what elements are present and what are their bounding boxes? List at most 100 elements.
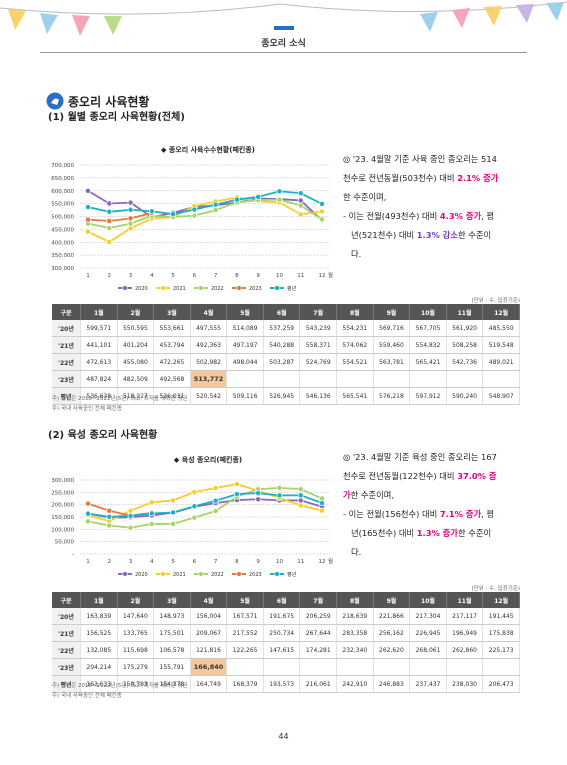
point [297, 211, 304, 218]
point [297, 486, 304, 493]
point [148, 208, 155, 215]
x-tick-label: 6 [193, 559, 197, 565]
text-run: 37.0% 증가 [343, 471, 497, 500]
table-cell: 191,675 [263, 608, 301, 625]
table-cell: 567,705 [409, 320, 447, 337]
column-header: 3월 [153, 304, 191, 320]
y-tick-label: 300,000 [51, 478, 74, 484]
point [319, 500, 325, 507]
table-cell: 163,633 [80, 675, 118, 693]
table-cell: 267,644 [299, 624, 338, 642]
table-cell: 472,613 [80, 353, 118, 371]
legend-dot [122, 571, 128, 577]
table-cell: 546,136 [299, 387, 338, 405]
y-tick-label: 50,000 [55, 540, 75, 546]
column-header: 8월 [336, 304, 374, 320]
point [106, 225, 113, 232]
table-cell: 498,044 [226, 353, 264, 371]
point [127, 220, 134, 227]
footnote: 주) 국내 사육중인 전체 페킨종 [52, 406, 122, 412]
table-cell: 174,281 [299, 641, 338, 659]
point [319, 216, 325, 223]
paragraph: ◎ '23. 4월말 기준 사육 중인 종오리는 514천수로 전년동월(503… [343, 150, 501, 207]
column-header: 5월 [226, 304, 264, 320]
table-cell: 569,716 [373, 320, 411, 337]
y-tick-label: 700,000 [51, 163, 74, 169]
table-row: '23년 487,824 482,509 492,568 513,772 [52, 370, 520, 388]
column-header: 5월 [226, 592, 264, 608]
x-tick-label: 12 [319, 559, 326, 565]
point [106, 208, 113, 215]
summary: ◎ '23. 4월말 기준 사육 중인 종오리는 514천수로 전년동월(503… [343, 150, 501, 264]
table-cell: 558,371 [299, 336, 338, 354]
column-header: 4월 [190, 592, 228, 608]
table-cell: 482,509 [117, 370, 155, 388]
table-cell: 472,265 [153, 353, 191, 371]
table-cell: 156,004 [190, 608, 228, 625]
point [106, 218, 113, 224]
point [106, 513, 113, 520]
footnote: 주) 국내 사육중인 전체 페킨종 [52, 693, 122, 699]
x-unit: 월 [328, 557, 333, 565]
point [276, 196, 283, 203]
table-cell: 242,910 [336, 675, 374, 693]
point [85, 500, 91, 507]
table-cell: 164,749 [190, 675, 228, 693]
y-tick-label: - [72, 552, 74, 558]
text-run: - 이는 전월(493천수) 대비 [343, 211, 440, 221]
point [233, 491, 240, 498]
x-tick-label: 3 [129, 559, 133, 565]
point [191, 212, 198, 219]
point [233, 196, 240, 203]
table-cell: 537,259 [263, 320, 301, 337]
point [212, 508, 219, 514]
table-row: '21년 156,525 133,765 175,501 209,067 217,552 2… [52, 624, 520, 642]
table-cell [409, 370, 447, 388]
row-label: '21년 [52, 624, 81, 642]
x-tick-label: 8 [235, 559, 239, 565]
table-row: '22년 472,613 455,080 472,265 502,982 498,044 5… [52, 353, 520, 371]
table-cell: 561,920 [446, 320, 484, 337]
point [170, 211, 177, 218]
point [255, 193, 262, 200]
series-line [87, 498, 323, 519]
column-header: 11월 [446, 304, 484, 320]
table-cell: 156,525 [80, 624, 118, 642]
table-cell: 147,640 [117, 608, 155, 625]
chart-title: ◆ 종오리 사육수수현황(페킨종) [161, 145, 255, 154]
point [85, 204, 91, 211]
table-cell: 550,595 [117, 320, 155, 337]
table-cell: 536,638 [80, 387, 118, 405]
text-run: 7.1% 증가 [439, 509, 482, 519]
row-label: '21년 [52, 336, 81, 354]
point [148, 510, 155, 517]
series-line [87, 483, 323, 522]
y-tick-label: 300,000 [51, 266, 74, 272]
table-cell: 168,379 [226, 675, 264, 693]
legend-dot [198, 571, 204, 577]
chart-title: ◆ 육성 종오리(페킨종) [174, 455, 242, 464]
header-row: 구분 1월 2월 3월 4월 5월 6월 7월 8월 9월 10월 11월 12월 [52, 304, 520, 320]
section-icon [46, 92, 64, 110]
row-label: 평년 [52, 675, 81, 693]
text-run: 1.3% 증가 [416, 528, 458, 538]
table-cell [226, 370, 264, 388]
point [127, 206, 134, 213]
table-cell [263, 658, 301, 676]
table-cell: 217,304 [409, 608, 447, 625]
point [170, 497, 177, 504]
y-tick-label: 450,000 [51, 227, 74, 233]
table-cell: 232,340 [336, 641, 374, 659]
table-cell: 543,239 [299, 320, 338, 337]
row-label: 평년 [52, 387, 81, 405]
table-cell [482, 370, 520, 388]
table-cell: 508,258 [446, 336, 484, 354]
subsection-title: (2) 육성 종오리 사육현황 [48, 430, 158, 441]
table-cell [299, 370, 338, 388]
point [106, 200, 113, 207]
table-cell: 509,116 [226, 387, 264, 405]
point [191, 206, 198, 213]
table-cell: 221,866 [373, 608, 411, 625]
table-cell: 519,548 [482, 336, 520, 354]
table-cell: 175,279 [117, 658, 155, 676]
